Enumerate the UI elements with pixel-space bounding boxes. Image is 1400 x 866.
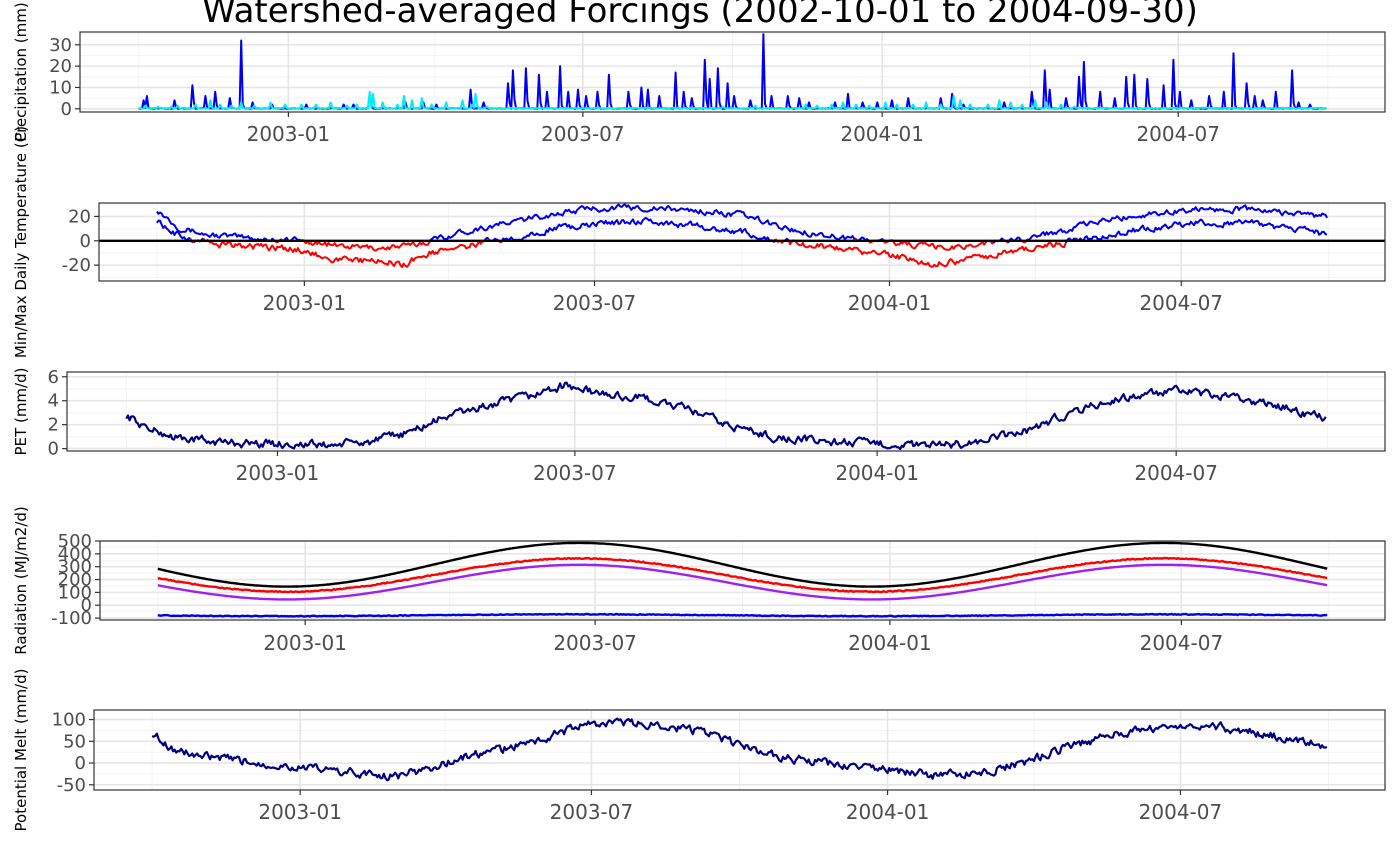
- x-tick-label: 2004-01: [848, 291, 932, 315]
- y-tick-label: 4: [48, 391, 59, 412]
- x-tick-label: 2004-01: [846, 800, 930, 824]
- x-tick-label: 2004-07: [1136, 122, 1220, 146]
- y-tick-label: 30: [49, 35, 72, 56]
- temperature-series-2: [156, 219, 191, 241]
- temperature-series-1: [1024, 204, 1328, 243]
- temperature-series-2: [792, 239, 1067, 268]
- x-tick-label: 2004-07: [1140, 631, 1224, 655]
- x-tick-label: 2003-07: [550, 800, 634, 824]
- x-tick-label: 2003-07: [553, 631, 637, 655]
- x-tick-label: 2003-07: [533, 461, 617, 485]
- panel-border: [99, 540, 1386, 621]
- x-tick-label: 2004-01: [835, 461, 919, 485]
- y-tick-label: -20: [62, 255, 91, 276]
- x-tick-label: 2003-01: [263, 631, 347, 655]
- temperature-series-2: [207, 239, 485, 269]
- y-tick-label: -100: [51, 608, 92, 629]
- temperature-series-1: [302, 239, 431, 252]
- x-tick-label: 2004-07: [1134, 461, 1218, 485]
- y-axis-label: Precipitation (mm): [12, 2, 30, 141]
- y-tick-label: 200: [58, 570, 92, 591]
- y-tick-label: -50: [57, 775, 86, 796]
- panel-border: [79, 31, 1386, 113]
- y-tick-label: 500: [58, 531, 92, 552]
- y-tick-label: 10: [49, 77, 72, 98]
- precipitation-series-2: [138, 90, 1327, 110]
- chart-title: Watershed-averaged Forcings (2002-10-01 …: [202, 0, 1198, 31]
- y-tick-label: 0: [80, 231, 91, 252]
- temperature-series-1: [891, 239, 987, 251]
- potential-melt-series-1: [151, 717, 1328, 782]
- y-axis-label: Potential Melt (mm/d): [12, 669, 30, 832]
- panel-border: [66, 371, 1386, 452]
- y-axis-label: Radiation (MJ/m2/d): [12, 506, 30, 655]
- panel-border: [98, 202, 1386, 282]
- y-tick-label: 0: [81, 595, 92, 616]
- y-tick-label: 400: [58, 544, 92, 565]
- panel-temperature: -20 0 20 2003-01 2003-07 2004-01 2004-07 Min/Ma…: [12, 126, 1386, 358]
- y-tick-label: 6: [48, 367, 59, 388]
- y-tick-label: 50: [63, 731, 86, 752]
- x-tick-label: 2003-01: [236, 461, 320, 485]
- x-tick-label: 2004-01: [840, 122, 924, 146]
- x-tick-label: 2003-07: [553, 291, 637, 315]
- x-tick-label: 2003-01: [247, 122, 331, 146]
- temperature-series-1: [428, 203, 856, 243]
- y-axis-label: Min/Max Daily Temperature (C): [12, 126, 30, 358]
- radiation-series-1: [157, 541, 1328, 588]
- pet-series-1: [125, 381, 1327, 451]
- y-tick-label: 100: [58, 582, 92, 603]
- y-tick-label: 100: [52, 710, 86, 731]
- y-tick-label: 300: [58, 557, 92, 578]
- x-tick-label: 2003-07: [541, 122, 625, 146]
- temperature-series-2: [500, 216, 771, 243]
- temperature-series-2: [1077, 218, 1328, 242]
- temperature-series-1: [156, 210, 270, 242]
- radiation-series-2: [157, 556, 1328, 594]
- panel-border: [93, 709, 1386, 791]
- y-tick-label: 0: [61, 99, 72, 120]
- y-axis-label: PET (mm/d): [12, 368, 30, 456]
- x-tick-label: 2004-01: [848, 631, 932, 655]
- x-tick-label: 2004-07: [1139, 800, 1223, 824]
- radiation-series-4: [157, 612, 1328, 618]
- panel-pet: 0 2 4 6 2003-01 2003-07 2004-01 2004-07 PET (mm/…: [12, 367, 1386, 485]
- radiation-series-3: [157, 563, 1328, 601]
- x-tick-label: 2003-01: [263, 291, 347, 315]
- x-tick-label: 2003-01: [258, 800, 342, 824]
- y-tick-label: 0: [75, 753, 86, 774]
- y-tick-label: 2: [48, 415, 59, 436]
- x-tick-label: 2004-07: [1139, 291, 1223, 315]
- y-tick-label: 20: [68, 206, 91, 227]
- y-tick-label: 20: [49, 56, 72, 77]
- y-tick-label: 0: [48, 439, 59, 460]
